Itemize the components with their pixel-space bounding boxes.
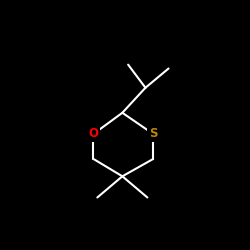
Text: O: O — [88, 128, 99, 140]
Text: S: S — [149, 128, 158, 140]
